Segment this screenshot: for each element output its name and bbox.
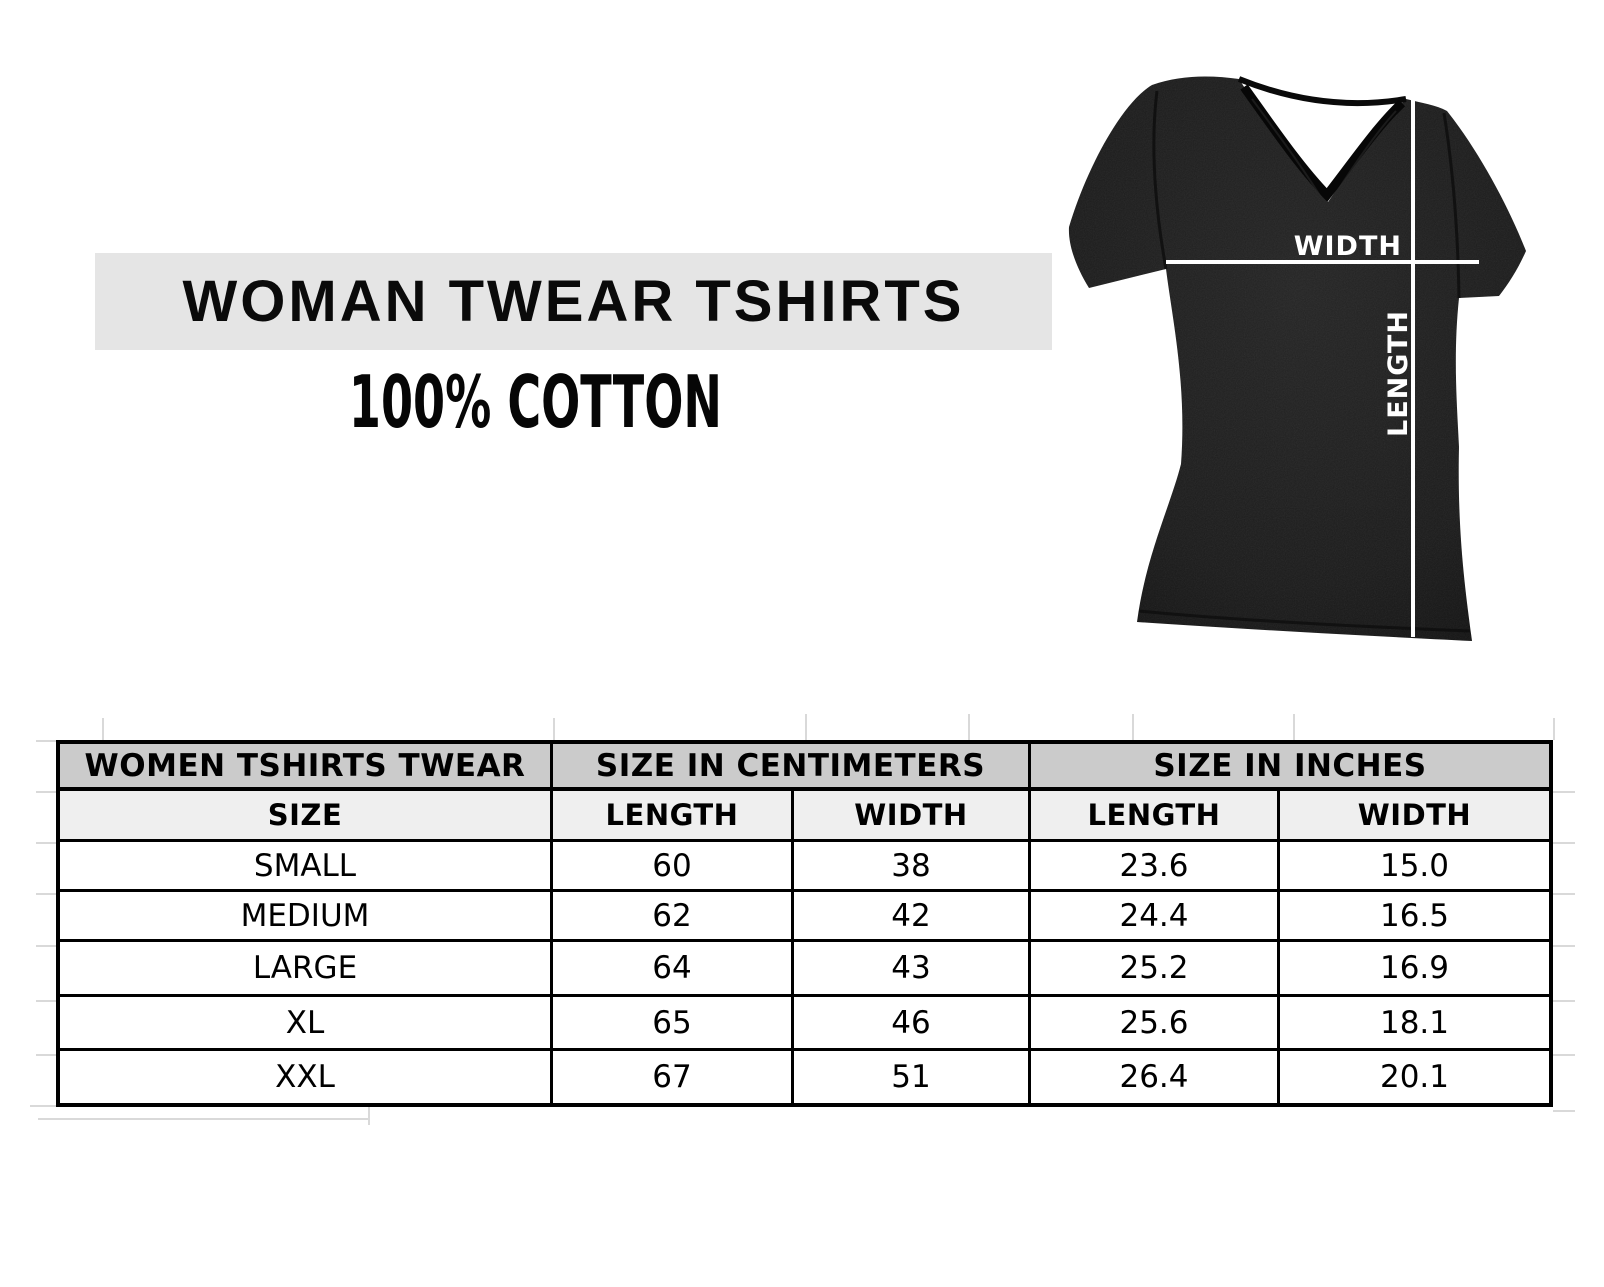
in-length-cell: 23.6 bbox=[1031, 842, 1280, 892]
cm-width-cell: 46 bbox=[794, 997, 1031, 1051]
cm-width-cell: 43 bbox=[794, 942, 1031, 997]
cm-length-cell: 67 bbox=[553, 1051, 794, 1103]
gridline-stub bbox=[36, 1054, 56, 1056]
measurement-lines: WIDTH LENGTH bbox=[1166, 93, 1479, 637]
column-header-in-length: LENGTH bbox=[1031, 791, 1280, 842]
gridline-stub bbox=[36, 791, 56, 793]
size-cell: LARGE bbox=[60, 942, 553, 997]
gridline-stub bbox=[1132, 714, 1134, 740]
gridline-stub bbox=[36, 740, 56, 742]
size-cell: SMALL bbox=[60, 842, 553, 892]
cm-length-cell: 62 bbox=[553, 892, 794, 942]
gridline-stub bbox=[1553, 1054, 1575, 1056]
in-width-cell: 20.1 bbox=[1280, 1051, 1549, 1103]
gridline-stub bbox=[1553, 718, 1555, 740]
size-cell: XL bbox=[60, 997, 553, 1051]
gridline-stub bbox=[30, 1105, 56, 1107]
in-length-cell: 25.2 bbox=[1031, 942, 1280, 997]
cm-width-cell: 51 bbox=[794, 1051, 1031, 1103]
gridline-stub bbox=[1553, 893, 1575, 895]
gridline-stub bbox=[1553, 1000, 1575, 1002]
subtitle-wrap: 100% COTTON bbox=[95, 360, 975, 444]
cm-length-cell: 64 bbox=[553, 942, 794, 997]
gridline-stub bbox=[553, 718, 555, 740]
gridline-stub bbox=[36, 1000, 56, 1002]
column-header-cm-length: LENGTH bbox=[553, 791, 794, 842]
gridline-stub bbox=[1553, 1110, 1575, 1112]
gridline-stub bbox=[36, 842, 56, 844]
column-header-in-width: WIDTH bbox=[1280, 791, 1549, 842]
cm-width-cell: 38 bbox=[794, 842, 1031, 892]
gridline-stub bbox=[1553, 791, 1575, 793]
group-header-centimeters: SIZE IN CENTIMETERS bbox=[553, 744, 1031, 791]
title-banner: WOMAN TWEAR TSHIRTS bbox=[95, 253, 1052, 350]
cm-length-cell: 65 bbox=[553, 997, 794, 1051]
column-header-size: SIZE bbox=[60, 791, 553, 842]
size-table: WOMEN TSHIRTS TWEAR SIZE IN CENTIMETERS … bbox=[56, 740, 1553, 1107]
tshirt-diagram: WIDTH LENGTH bbox=[1068, 76, 1527, 642]
gridline-stub bbox=[1293, 714, 1295, 740]
cm-length-cell: 60 bbox=[553, 842, 794, 892]
gridline-stub bbox=[1553, 945, 1575, 947]
size-cell: MEDIUM bbox=[60, 892, 553, 942]
gridline-stub bbox=[36, 893, 56, 895]
in-width-cell: 18.1 bbox=[1280, 997, 1549, 1051]
cm-width-cell: 42 bbox=[794, 892, 1031, 942]
gridline-stub bbox=[968, 714, 970, 740]
length-label: LENGTH bbox=[1383, 310, 1414, 437]
gridline-stub bbox=[102, 718, 104, 740]
in-length-cell: 26.4 bbox=[1031, 1051, 1280, 1103]
gridline-stub bbox=[36, 945, 56, 947]
gridline-stub bbox=[368, 1107, 370, 1125]
gridline-stub bbox=[1553, 842, 1575, 844]
in-width-cell: 16.5 bbox=[1280, 892, 1549, 942]
gridline-stub bbox=[38, 1118, 368, 1120]
gridline-stub bbox=[805, 714, 807, 740]
in-width-cell: 15.0 bbox=[1280, 842, 1549, 892]
in-length-cell: 25.6 bbox=[1031, 997, 1280, 1051]
page-title: WOMAN TWEAR TSHIRTS bbox=[182, 269, 965, 334]
in-length-cell: 24.4 bbox=[1031, 892, 1280, 942]
group-header-inches: SIZE IN INCHES bbox=[1031, 744, 1549, 791]
size-cell: XXL bbox=[60, 1051, 553, 1103]
page-subtitle: 100% COTTON bbox=[348, 360, 722, 444]
width-label: WIDTH bbox=[1294, 231, 1402, 262]
in-width-cell: 16.9 bbox=[1280, 942, 1549, 997]
column-header-cm-width: WIDTH bbox=[794, 791, 1031, 842]
tshirt-shape bbox=[1068, 76, 1527, 642]
group-header-women-tshirts: WOMEN TSHIRTS TWEAR bbox=[60, 744, 553, 791]
